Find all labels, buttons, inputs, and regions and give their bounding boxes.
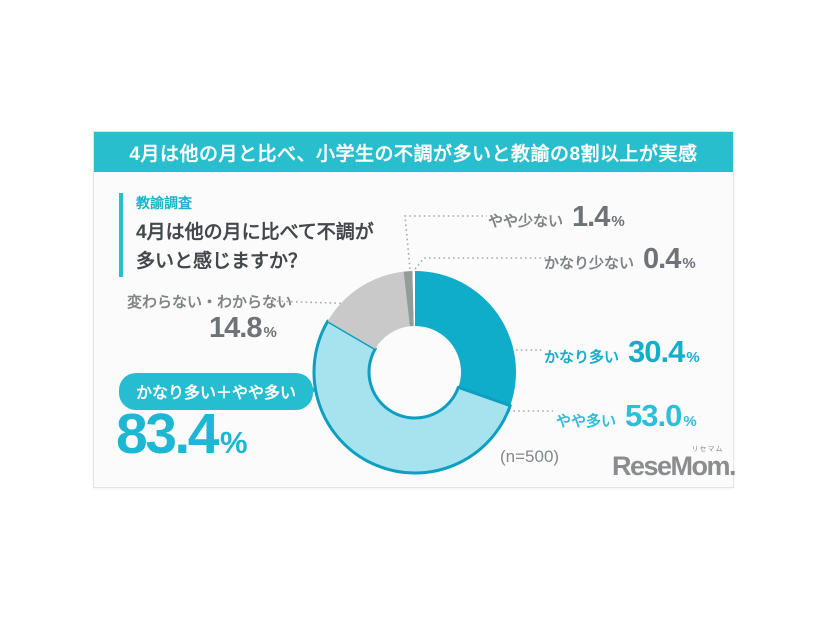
combined-value: 83.4 % <box>116 403 248 466</box>
callout-unit: % <box>611 213 625 230</box>
donut-segment-0 <box>415 271 516 406</box>
callout-value: 30.4 <box>628 334 685 369</box>
leader-yaya-sukunai <box>404 215 487 270</box>
header-banner: 4月は他の月と比べ、小学生の不調が多いと教諭の8割以上が実感 <box>94 132 733 172</box>
leader-lines <box>271 215 553 412</box>
callout-unit: % <box>686 349 700 366</box>
logo-ruby-text: リセマム <box>691 446 724 453</box>
chart-area: 教諭調査 4月は他の月に比べて不調が 多いと感じますか？ やや少ない 1.4 %… <box>94 172 737 488</box>
logo-wordmark: ReseMom <box>612 451 731 481</box>
callout-label: かなり多い <box>544 349 620 366</box>
callout-yaya-ooi: やや多い 53.0 % <box>556 400 697 431</box>
callout-value: 14.8 <box>209 312 262 344</box>
combined-number: 83.4 <box>116 402 219 466</box>
donut-segment-1 <box>312 319 512 475</box>
survey-tag: 教諭調査 <box>136 195 192 211</box>
callout-label: かなり少ない <box>544 255 635 272</box>
question-text: 4月は他の月に比べて不調が 多いと感じますか？ <box>136 222 374 273</box>
callout-kawaranai-value: 14.8 % <box>209 314 277 343</box>
donut-segment-4 <box>412 270 415 327</box>
header-title: 4月は他の月と比べ、小学生の不調が多いと教諭の8割以上が実感 <box>129 143 698 165</box>
callout-label: やや多い <box>556 413 617 430</box>
donut-segment-3 <box>403 271 414 327</box>
callout-yaya-sukunai: やや少ない 1.4 % <box>488 203 625 232</box>
callout-unit: % <box>682 255 696 272</box>
sample-size-label: (n=500) <box>500 447 560 466</box>
callout-kawaranai-label: 変わらない・わからない <box>127 294 293 311</box>
donut-chart <box>271 215 553 475</box>
question-block: 教諭調査 4月は他の月に比べて不調が 多いと感じますか？ <box>119 193 374 277</box>
logo-period: . <box>729 451 737 481</box>
callout-kanari-sukunai: かなり少ない 0.4 % <box>544 245 696 274</box>
callout-value: 1.4 <box>572 201 610 233</box>
infographic-card: 4月は他の月と比べ、小学生の不調が多いと教諭の8割以上が実感 教諭調査 4月は他… <box>93 131 737 488</box>
callout-kanari-ooi: かなり多い 30.4 % <box>544 336 700 367</box>
donut-segment-2 <box>327 271 410 349</box>
resemom-logo: リセマム ReseMom. <box>612 443 737 482</box>
callout-value: 0.4 <box>643 243 681 275</box>
callout-unit: % <box>683 413 697 430</box>
callout-value: 53.0 <box>625 398 682 433</box>
leader-kanari-sukunai <box>414 257 546 270</box>
leader-kawaranai <box>271 300 363 305</box>
donut-segments <box>312 270 516 475</box>
combined-unit: % <box>219 425 248 460</box>
callout-label: やや少ない <box>488 213 564 230</box>
combined-category-badge: かなり多い＋やや多い <box>119 373 314 410</box>
callout-unit: % <box>263 324 277 341</box>
